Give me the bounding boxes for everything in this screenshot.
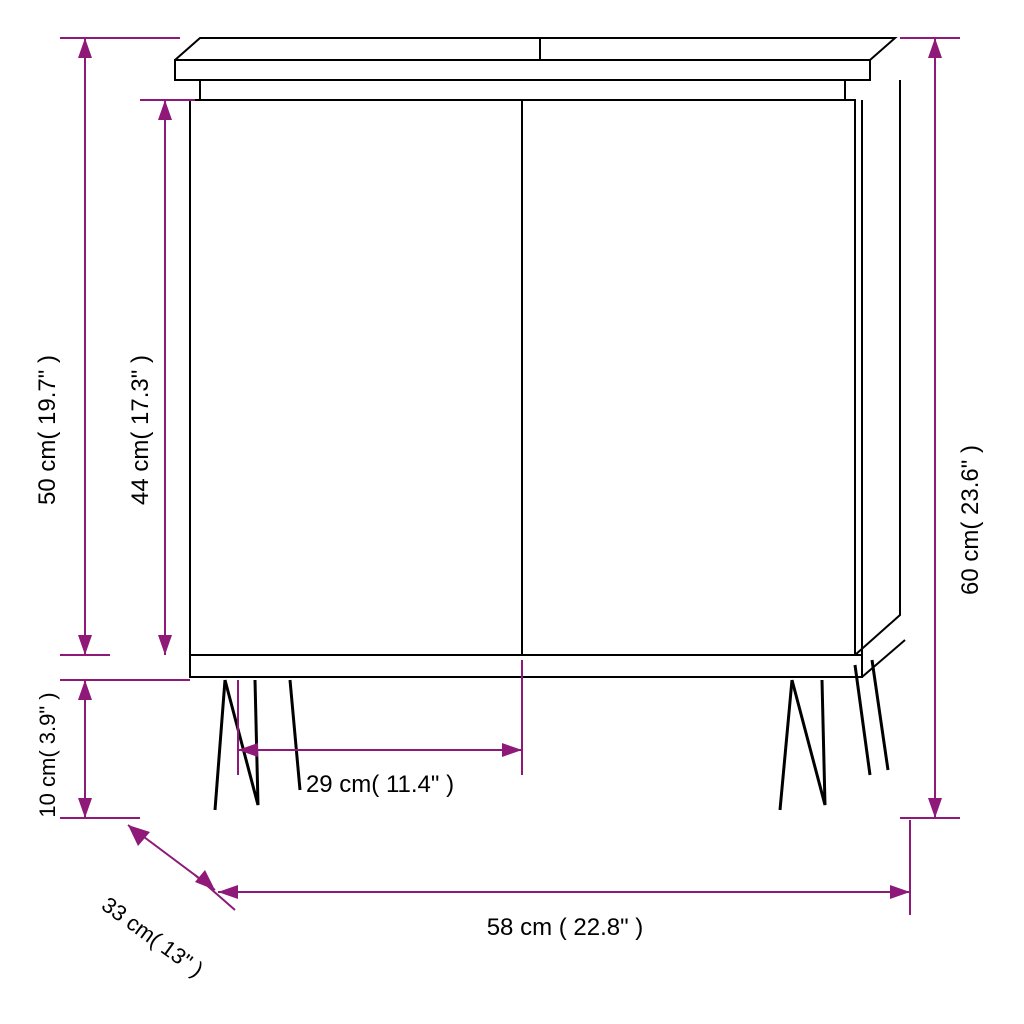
label-door-height: 44 cm( 17.3" ) xyxy=(127,355,154,505)
label-leg-height: 10 cm( 3.9" ) xyxy=(35,692,60,817)
label-door-width: 29 cm( 11.4" ) xyxy=(306,771,454,798)
dim-depth: 33 cm( 13" ) xyxy=(97,825,235,982)
dimension-diagram: 60 cm( 23.6" ) 50 cm( 19.7" ) 44 cm( 17.… xyxy=(0,0,1024,1024)
dim-leg-height: 10 cm( 3.9" ) xyxy=(35,680,190,818)
dim-upper-height: 50 cm( 19.7" ) xyxy=(34,38,180,655)
dim-door-width: 29 cm( 11.4" ) xyxy=(238,660,522,798)
label-depth: 33 cm( 13" ) xyxy=(97,892,208,982)
label-total-width: 58 cm ( 22.8" ) xyxy=(487,914,644,941)
dim-total-height: 60 cm( 23.6" ) xyxy=(900,38,984,818)
dim-total-width: 58 cm ( 22.8" ) xyxy=(218,820,910,941)
label-total-height: 60 cm( 23.6" ) xyxy=(957,445,984,595)
dim-door-height: 44 cm( 17.3" ) xyxy=(127,100,195,655)
cabinet-outline xyxy=(175,38,905,810)
label-upper-height: 50 cm( 19.7" ) xyxy=(34,355,61,505)
